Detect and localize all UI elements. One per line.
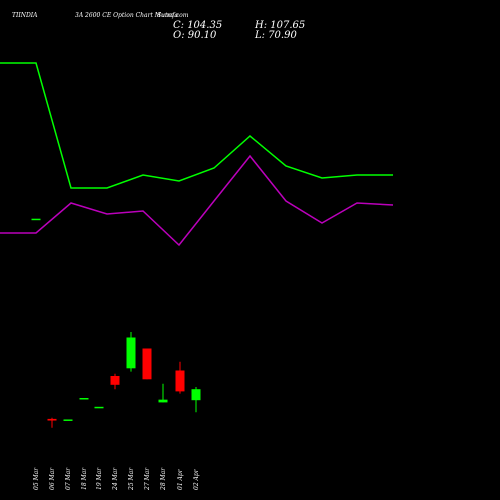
x-tick-label: 01 Apr xyxy=(177,468,184,490)
candle-body xyxy=(175,370,185,392)
candles-group xyxy=(31,218,201,428)
x-tick-label: 19 Mar xyxy=(96,467,103,490)
x-tick-label: 07 Mar xyxy=(65,467,72,490)
x-tick-label: 25 Mar xyxy=(128,467,135,491)
candle-body xyxy=(31,218,41,221)
candle-body xyxy=(142,348,152,380)
upper-indicator-line xyxy=(0,62,393,189)
candle-body xyxy=(63,419,73,421)
x-tick-label: 24 Mar xyxy=(112,467,119,491)
chart-title: 3A 2600 CE Option Chart Munafa xyxy=(75,12,178,19)
close-value: C: 104.35 xyxy=(173,20,222,31)
x-tick-label: 27 Mar xyxy=(144,467,151,491)
candle-body xyxy=(94,406,104,409)
candle-body xyxy=(191,389,201,401)
candle-body xyxy=(110,376,120,385)
candle-body xyxy=(47,418,57,421)
x-tick-label: 28 Mar xyxy=(160,467,167,491)
x-tick-label: 05 Mar xyxy=(33,467,40,490)
low-value: L: 70.90 xyxy=(254,30,297,41)
high-value: H: 107.65 xyxy=(254,20,305,31)
x-tick-label: 18 Mar xyxy=(81,467,88,490)
candle-body xyxy=(126,337,136,369)
lower-indicator-line xyxy=(0,154,394,247)
x-axis-ticks: 05 Mar 06 Mar 07 Mar 18 Mar 19 Mar 24 Mar 25 M… xyxy=(33,467,200,491)
open-value: O: 90.10 xyxy=(173,30,217,41)
x-tick-label: 02 Apr xyxy=(193,468,200,490)
x-tick-label: 06 Mar xyxy=(49,467,56,490)
candle-body xyxy=(79,398,89,400)
indicator-lines xyxy=(0,62,394,247)
candle-body xyxy=(158,399,168,403)
symbol-label: TIINDIA xyxy=(12,12,38,19)
site-label: Sutra.com xyxy=(157,12,189,19)
